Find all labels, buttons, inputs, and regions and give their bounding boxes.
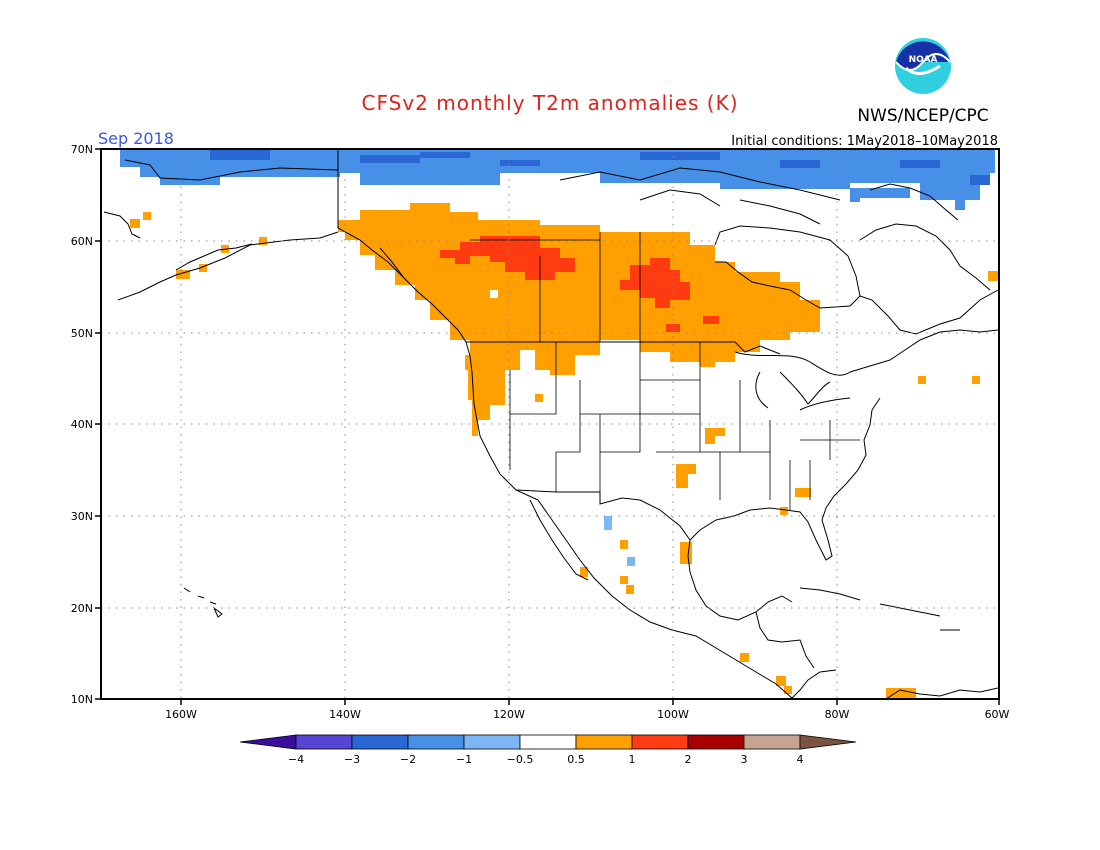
lon-label: 140W — [329, 708, 361, 721]
axis-ticks — [95, 148, 1000, 705]
colorbar-label: 4 — [797, 753, 804, 766]
colorbar-label: −0.5 — [507, 753, 534, 766]
forecast-month: Sep 2018 — [98, 129, 174, 148]
noaa-logo: NOAA — [895, 38, 951, 94]
political-borders — [470, 232, 860, 510]
colorbar-swatch — [575, 734, 633, 750]
lat-label: 50N — [71, 327, 93, 340]
colorbar-label: 3 — [741, 753, 748, 766]
latitude-labels: 70N 60N 50N 40N 30N 20N 10N — [71, 143, 93, 706]
colorbar-arrow-high — [799, 734, 857, 750]
agency-label: NWS/NCEP/CPC — [857, 106, 988, 126]
colorbar-swatch — [407, 734, 465, 750]
lon-label: 60W — [985, 708, 1010, 721]
colorbar-arrow-low — [239, 734, 297, 750]
colorbar-swatch — [687, 734, 745, 750]
anomaly-shading — [120, 150, 998, 698]
colorbar-swatch — [631, 734, 689, 750]
colorbar-label: −2 — [400, 753, 416, 766]
colorbar-swatch — [463, 734, 521, 750]
initial-conditions: Initial conditions: 1May2018–10May2018 — [731, 134, 998, 149]
lat-label: 60N — [71, 235, 93, 248]
colorbar-label: −3 — [344, 753, 360, 766]
lat-label: 40N — [71, 418, 93, 431]
colorbar-label: −1 — [456, 753, 472, 766]
longitude-labels: 160W 140W 120W 100W 80W 60W — [165, 708, 1009, 721]
lon-label: 120W — [493, 708, 525, 721]
graticule — [101, 149, 999, 699]
colorbar: −4 −3 −2 −1 −0.5 0.5 1 2 3 4 — [239, 734, 857, 766]
coastlines — [103, 150, 999, 700]
lat-label: 70N — [71, 143, 93, 156]
colorbar-swatch — [519, 734, 577, 750]
colorbar-label: −4 — [288, 753, 304, 766]
colorbar-swatch — [295, 734, 353, 750]
lat-label: 10N — [71, 693, 93, 706]
colorbar-swatch — [351, 734, 409, 750]
lat-label: 20N — [71, 602, 93, 615]
svg-text:NOAA: NOAA — [909, 55, 938, 65]
map-title: CFSv2 monthly T2m anomalies (K) — [362, 91, 739, 115]
colorbar-label: 0.5 — [567, 753, 585, 766]
lat-label: 30N — [71, 510, 93, 523]
lon-label: 160W — [165, 708, 197, 721]
lon-label: 100W — [657, 708, 689, 721]
colorbar-label: 1 — [629, 753, 636, 766]
colorbar-label: 2 — [685, 753, 692, 766]
colorbar-swatch — [743, 734, 801, 750]
lon-label: 80W — [825, 708, 850, 721]
